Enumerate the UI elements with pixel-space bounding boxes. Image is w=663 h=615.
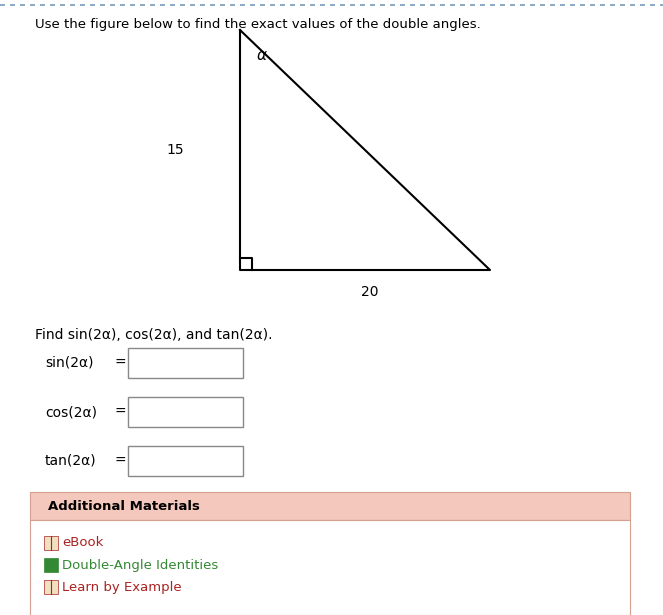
Bar — [44, 580, 58, 594]
Bar — [128, 446, 243, 476]
Text: cos(2α): cos(2α) — [45, 405, 97, 419]
Bar — [44, 536, 58, 550]
Text: 20: 20 — [361, 285, 379, 299]
Text: α: α — [257, 47, 267, 63]
Bar — [128, 348, 243, 378]
Bar — [30, 520, 630, 615]
Text: Find sin(2α), cos(2α), and tan(2α).: Find sin(2α), cos(2α), and tan(2α). — [35, 328, 272, 342]
Text: Double-Angle Identities: Double-Angle Identities — [62, 558, 218, 571]
Text: Learn by Example: Learn by Example — [62, 581, 182, 593]
Text: =: = — [115, 454, 127, 468]
Text: Additional Materials: Additional Materials — [48, 499, 200, 512]
Text: =: = — [115, 405, 127, 419]
Text: 15: 15 — [166, 143, 184, 157]
Bar — [30, 492, 630, 520]
Text: =: = — [115, 356, 127, 370]
Text: Use the figure below to find the exact values of the double angles.: Use the figure below to find the exact v… — [35, 18, 481, 31]
Bar — [44, 558, 58, 572]
Text: tan(2α): tan(2α) — [45, 454, 97, 468]
Text: sin(2α): sin(2α) — [45, 356, 93, 370]
Text: eBook: eBook — [62, 536, 103, 549]
Bar — [128, 397, 243, 427]
